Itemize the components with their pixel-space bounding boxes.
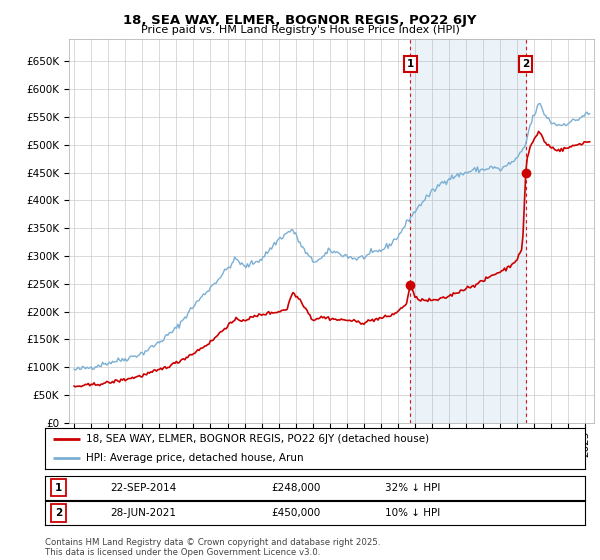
Text: HPI: Average price, detached house, Arun: HPI: Average price, detached house, Arun xyxy=(86,453,303,463)
Text: Price paid vs. HM Land Registry's House Price Index (HPI): Price paid vs. HM Land Registry's House … xyxy=(140,25,460,35)
Text: Contains HM Land Registry data © Crown copyright and database right 2025.
This d: Contains HM Land Registry data © Crown c… xyxy=(45,538,380,557)
Text: £450,000: £450,000 xyxy=(272,508,321,518)
Text: 32% ↓ HPI: 32% ↓ HPI xyxy=(385,483,440,493)
Text: 2: 2 xyxy=(55,508,62,518)
Text: 1: 1 xyxy=(55,483,62,493)
Text: 18, SEA WAY, ELMER, BOGNOR REGIS, PO22 6JY: 18, SEA WAY, ELMER, BOGNOR REGIS, PO22 6… xyxy=(123,14,477,27)
Text: 1: 1 xyxy=(407,59,414,69)
Text: 22-SEP-2014: 22-SEP-2014 xyxy=(110,483,176,493)
Text: 10% ↓ HPI: 10% ↓ HPI xyxy=(385,508,440,518)
Text: 18, SEA WAY, ELMER, BOGNOR REGIS, PO22 6JY (detached house): 18, SEA WAY, ELMER, BOGNOR REGIS, PO22 6… xyxy=(86,435,428,444)
Text: 28-JUN-2021: 28-JUN-2021 xyxy=(110,508,176,518)
Bar xyxy=(410,39,526,423)
Text: £248,000: £248,000 xyxy=(272,483,321,493)
Text: 2: 2 xyxy=(522,59,529,69)
